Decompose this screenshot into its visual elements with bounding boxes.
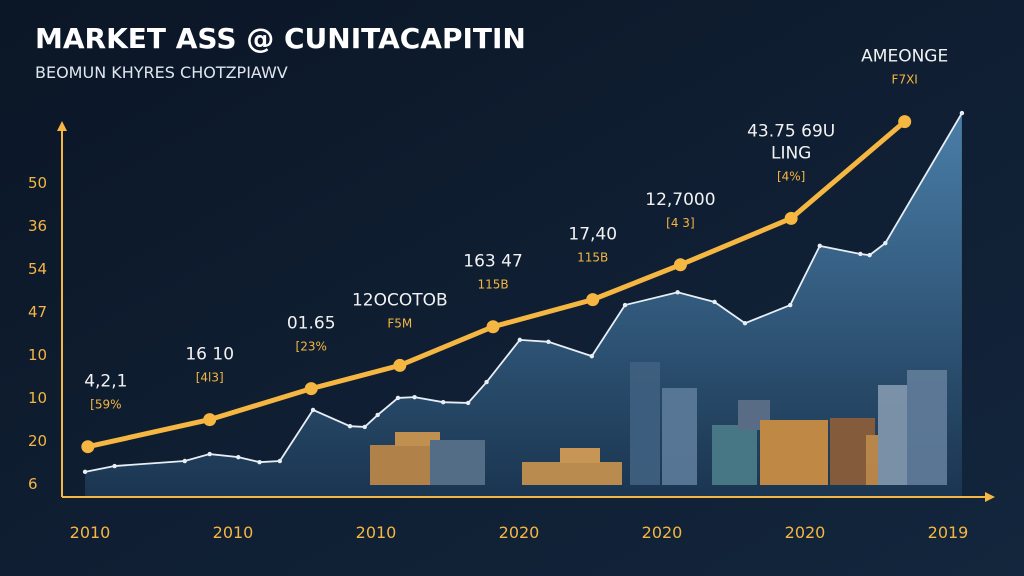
point	[207, 451, 212, 457]
x-tick-label: 2019	[928, 523, 969, 542]
point	[742, 321, 748, 326]
annotation-sub: [59%	[90, 398, 121, 412]
point	[788, 302, 793, 308]
point	[393, 358, 407, 372]
y-tick-label: 10	[28, 346, 47, 364]
chart-subtitle: BEOMUN KHYRES CHOTZPIAWV	[35, 63, 288, 82]
point	[817, 243, 822, 249]
chart-title: MARKET ASS @ CUNITACAPITIN	[35, 22, 526, 55]
annotation: 01.65	[287, 314, 336, 334]
y-tick-label: 50	[28, 174, 47, 192]
point	[81, 440, 95, 454]
annotation: 12,7000	[645, 190, 715, 210]
x-tick-label: 2010	[213, 523, 254, 542]
point	[883, 240, 888, 246]
annotation-sub: 115B	[477, 278, 508, 292]
point	[112, 463, 117, 469]
point	[257, 459, 262, 465]
point	[304, 382, 318, 396]
annotation: 17,40	[568, 225, 617, 245]
point	[586, 293, 600, 307]
y-tick-label: 54	[28, 260, 47, 278]
annotation-sub: [4%]	[777, 169, 805, 183]
annotation-sub: F7XI	[892, 73, 918, 87]
y-tick-label: 6	[28, 475, 38, 493]
point	[858, 251, 863, 257]
point	[867, 252, 872, 258]
annotation: 4,2,1	[84, 372, 127, 392]
annotation-sub: 115B	[577, 251, 608, 265]
point	[784, 211, 798, 225]
point	[622, 302, 628, 308]
point	[347, 423, 353, 429]
point	[959, 110, 965, 116]
annotation-sub: F5M	[387, 316, 412, 330]
point	[484, 379, 489, 385]
point	[182, 458, 187, 464]
point	[412, 394, 417, 400]
point	[395, 395, 401, 401]
y-tick-label: 20	[28, 432, 47, 450]
annotation-sub: [23%	[296, 340, 327, 354]
point	[673, 258, 687, 272]
annotation: 12OCOTOB	[352, 290, 448, 310]
point	[589, 353, 595, 359]
y-tick-label: 10	[28, 389, 47, 407]
y-tick-label: 47	[28, 303, 47, 321]
annotation: 163 47	[463, 252, 522, 272]
point	[82, 469, 88, 475]
point	[310, 407, 316, 413]
x-tick-label: 2020	[785, 523, 826, 542]
annotation: AMEONGE	[861, 47, 948, 67]
annotation: LING	[771, 143, 811, 163]
point	[675, 290, 680, 295]
annotation-sub: [4l3]	[196, 371, 224, 385]
annotation: 16 10	[185, 345, 234, 365]
x-tick-label: 2010	[70, 523, 111, 542]
axes	[57, 121, 995, 502]
annotation-sub: [4 3]	[666, 216, 694, 230]
point	[203, 413, 217, 427]
point	[440, 399, 446, 405]
point	[465, 400, 471, 406]
point	[517, 337, 523, 343]
point	[486, 320, 500, 334]
x-tick-label: 2020	[642, 523, 683, 542]
point	[236, 454, 241, 460]
point	[546, 339, 551, 345]
point	[375, 412, 380, 418]
point	[277, 458, 283, 464]
buildings	[370, 362, 947, 485]
point	[898, 115, 912, 129]
y-tick-label: 36	[28, 217, 47, 235]
point	[362, 424, 367, 430]
x-tick-label: 2010	[356, 523, 397, 542]
annotation: 43.75 69U	[747, 121, 835, 141]
x-tick-label: 2020	[499, 523, 540, 542]
point	[712, 299, 717, 305]
